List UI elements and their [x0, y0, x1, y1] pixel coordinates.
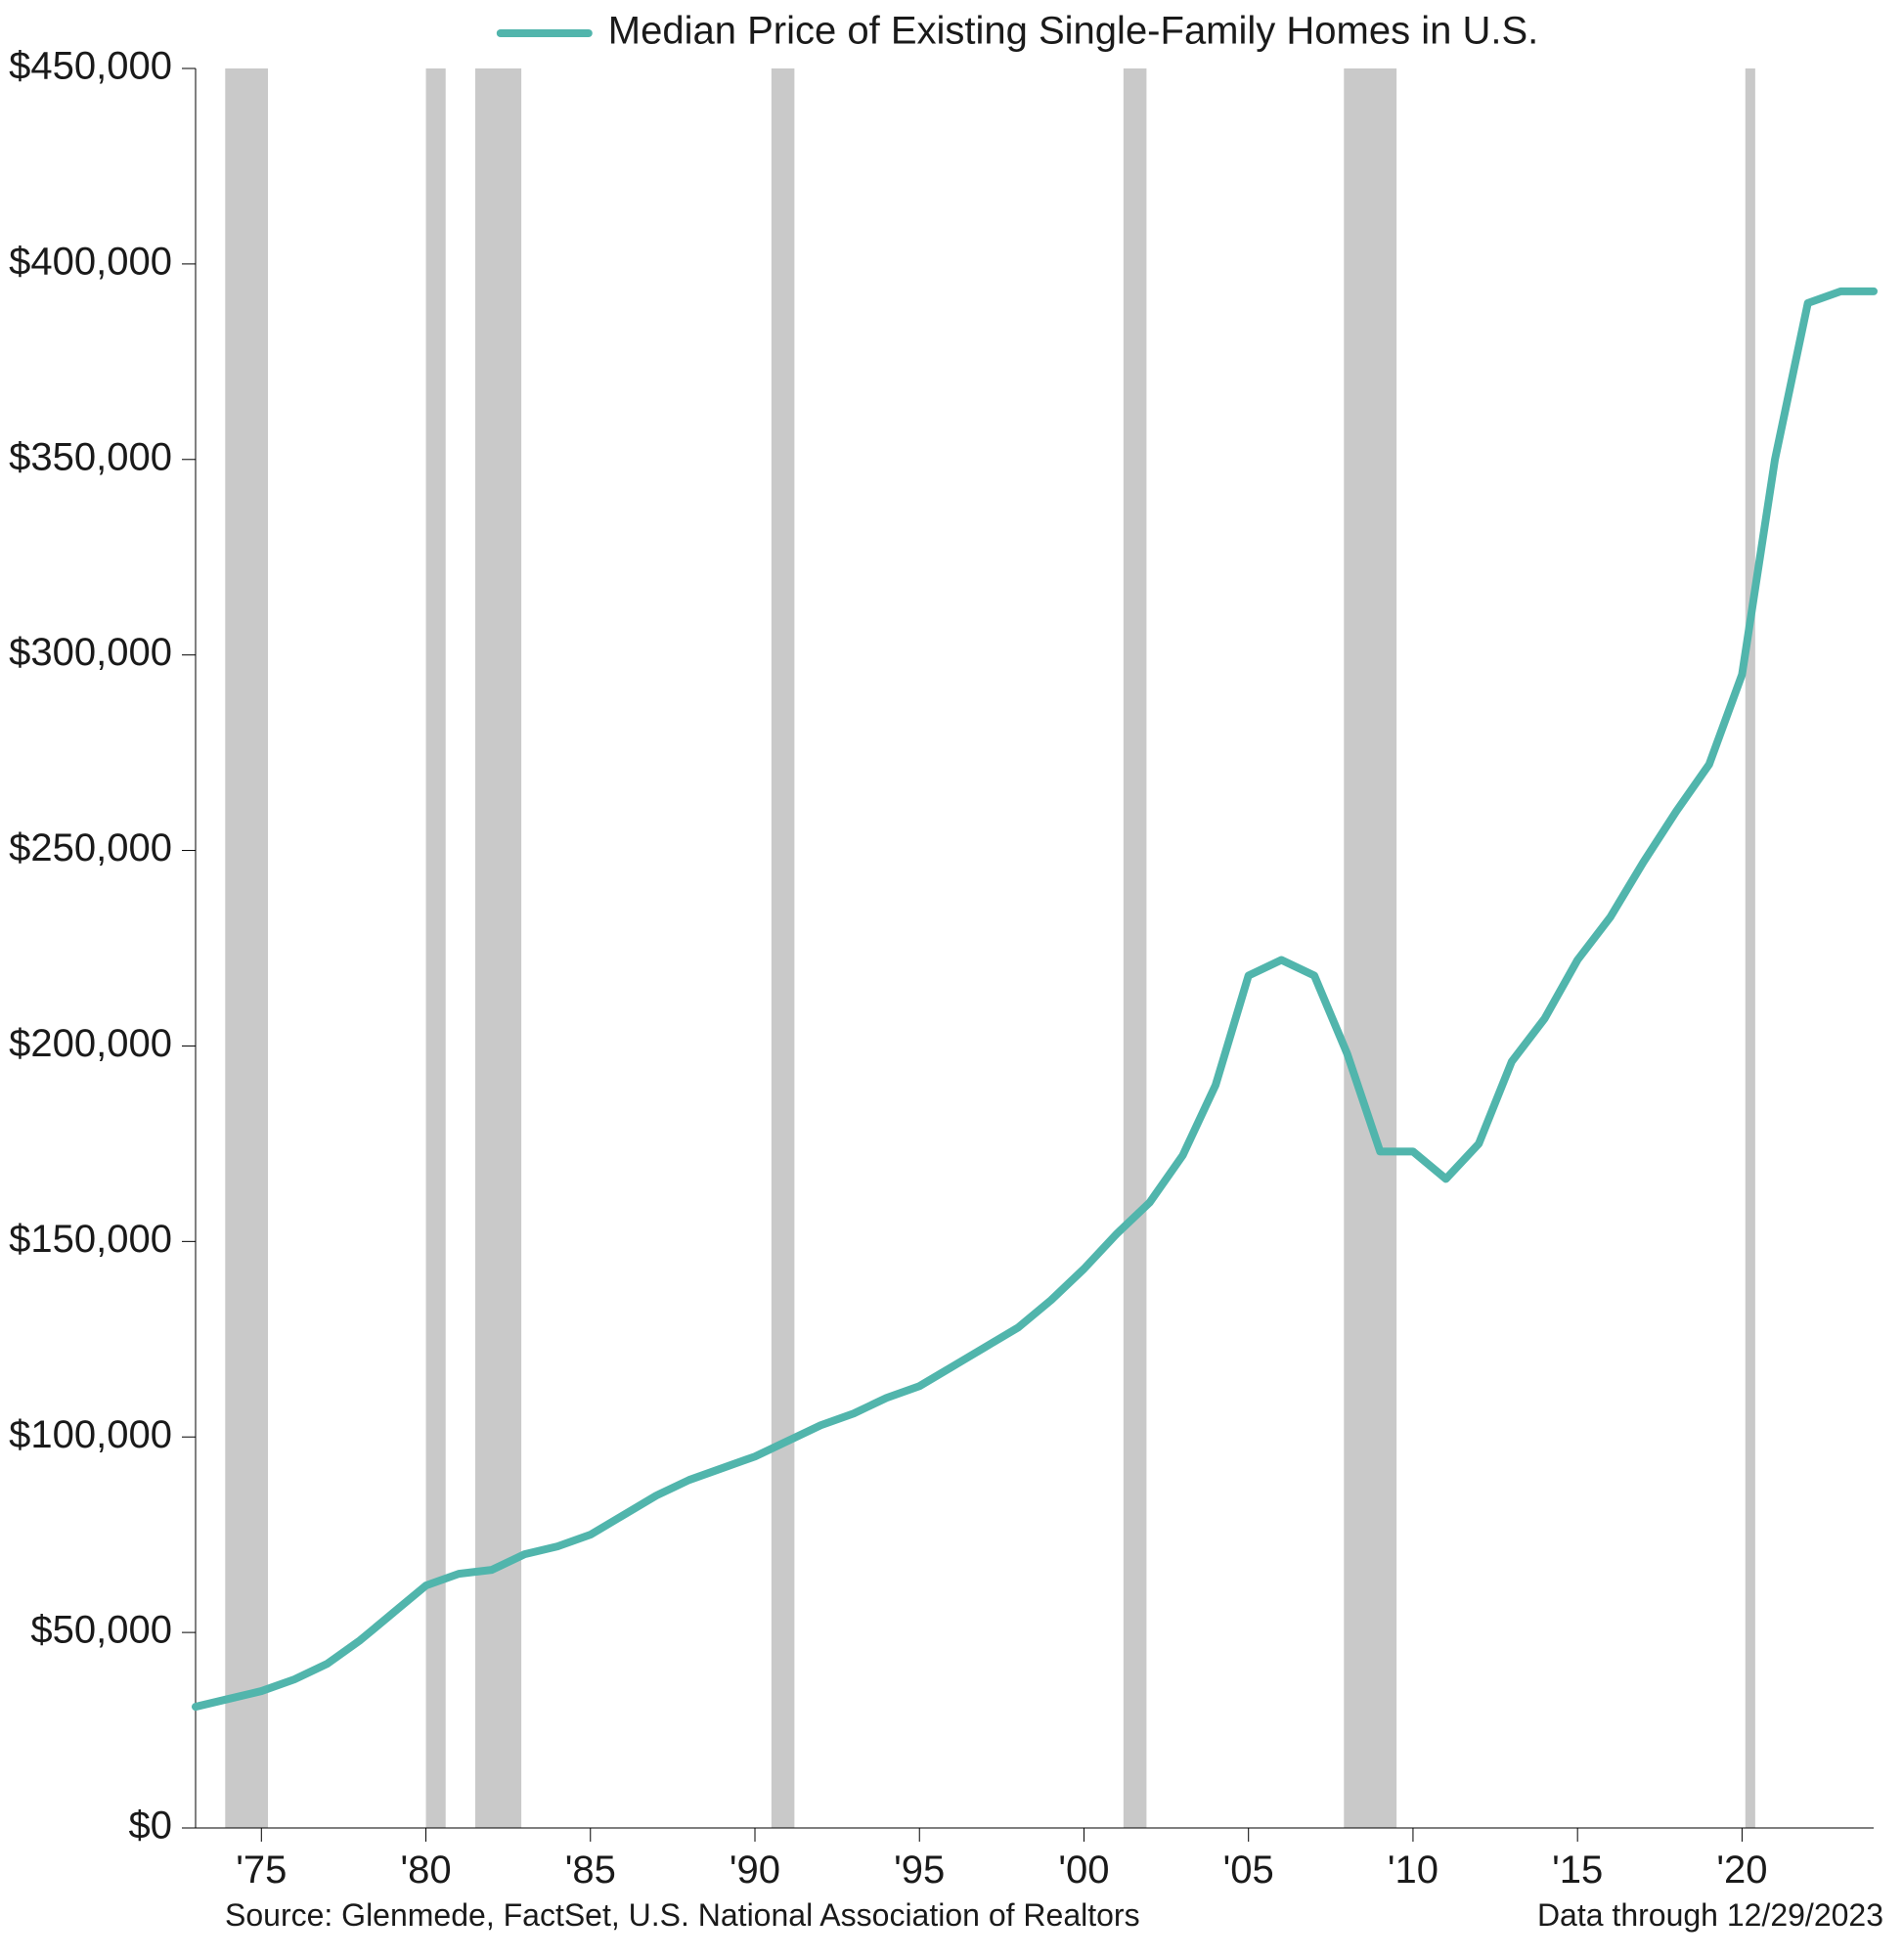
x-tick-label: '10 — [1388, 1849, 1438, 1892]
y-tick-label: $150,000 — [9, 1218, 172, 1261]
x-tick-label: '05 — [1223, 1849, 1274, 1892]
y-tick-label: $200,000 — [9, 1022, 172, 1065]
x-tick-label: '80 — [400, 1849, 451, 1892]
y-tick-label: $250,000 — [9, 826, 172, 869]
y-tick-label: $50,000 — [30, 1609, 172, 1652]
x-tick-label: '85 — [565, 1849, 616, 1892]
y-tick-label: $400,000 — [9, 240, 172, 283]
x-tick-label: '90 — [730, 1849, 780, 1892]
x-tick-label: '95 — [894, 1849, 945, 1892]
y-tick-label: $0 — [129, 1804, 173, 1848]
y-tick-label: $300,000 — [9, 631, 172, 674]
footer-date: Data through 12/29/2023 — [1537, 1897, 1883, 1933]
legend-label: Median Price of Existing Single-Family H… — [608, 10, 1538, 53]
y-tick-label: $100,000 — [9, 1413, 172, 1456]
x-tick-label: '15 — [1552, 1849, 1603, 1892]
home-price-chart: $0 $50,000 $100,000 $150,000 $200,000 $250,00… — [0, 0, 1903, 1960]
legend: Median Price of Existing Single-Family H… — [501, 10, 1538, 53]
x-tick-label: '00 — [1058, 1849, 1109, 1892]
chart-svg: $0 $50,000 $100,000 $150,000 $200,000 $250,00… — [0, 0, 1903, 1955]
x-tick-label: '75 — [236, 1849, 287, 1892]
footer-source: Source: Glenmede, FactSet, U.S. National… — [225, 1897, 1140, 1933]
y-tick-label: $350,000 — [9, 435, 172, 478]
x-tick-label: '20 — [1716, 1849, 1767, 1892]
y-tick-label: $450,000 — [9, 45, 172, 88]
